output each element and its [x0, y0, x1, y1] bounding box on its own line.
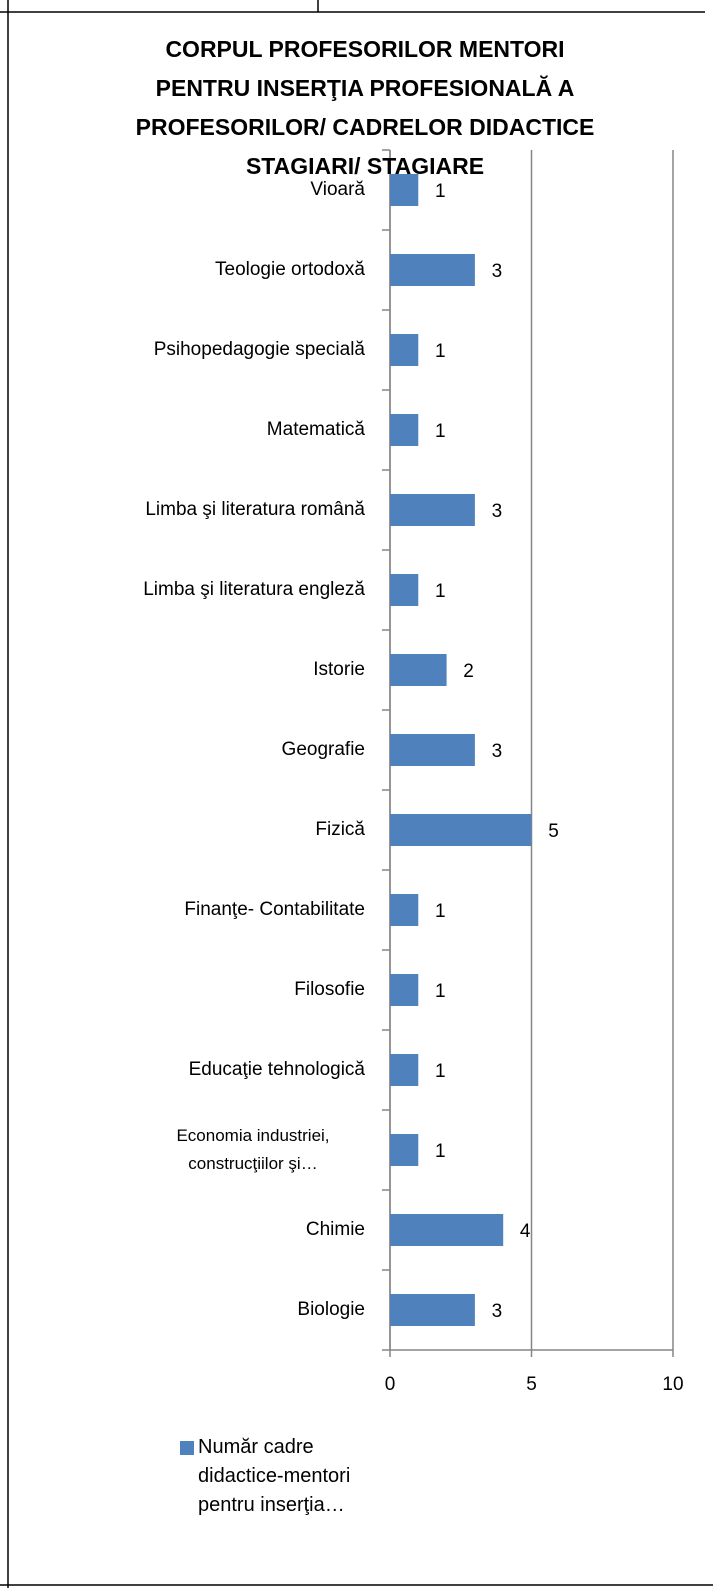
bar	[390, 814, 532, 846]
y-tick-label: Limba şi literatura engleză	[143, 579, 365, 600]
value-label: 5	[548, 821, 559, 842]
y-tick-label: Istorie	[313, 659, 365, 680]
chart-title: CORPUL PROFESORILOR MENTORI PENTRU INSER…	[135, 36, 595, 179]
bar	[390, 654, 447, 686]
bar	[390, 974, 419, 1006]
y-tick-label: Geografie	[281, 739, 365, 760]
value-label: 1	[435, 421, 446, 442]
value-label: 3	[492, 501, 503, 522]
y-tick-label: Psihopedagogie specială	[153, 339, 365, 360]
x-tick-label: 0	[385, 1374, 396, 1395]
y-tick-label: Educaţie tehnologică	[188, 1059, 365, 1080]
bar	[390, 1134, 419, 1166]
value-label: 1	[435, 1141, 446, 1162]
value-label: 1	[435, 1061, 446, 1082]
value-label: 1	[435, 341, 446, 362]
bar	[390, 174, 419, 206]
y-tick-label: Biologie	[297, 1299, 365, 1320]
bar	[390, 1054, 419, 1086]
bar	[390, 1214, 504, 1246]
y-tick-label: Teologie ortodoxă	[215, 259, 365, 280]
y-tick-label: Filosofie	[294, 979, 365, 1000]
y-tick-label: Vioară	[310, 179, 365, 200]
bar	[390, 334, 419, 366]
x-tick-label: 5	[526, 1374, 537, 1395]
y-tick-label: Finanţe- Contabilitate	[184, 899, 365, 920]
legend-label: Număr cadre didactice-mentori pentru ins…	[198, 1436, 351, 1516]
value-label: 1	[435, 901, 446, 922]
bar	[390, 414, 419, 446]
value-label: 2	[463, 661, 474, 682]
bar	[390, 894, 419, 926]
value-label: 1	[435, 981, 446, 1002]
y-tick-label: Matematică	[266, 419, 365, 440]
value-label: 4	[520, 1221, 531, 1242]
bar	[390, 574, 419, 606]
y-tick-label: Limba şi literatura română	[145, 499, 365, 520]
value-label: 1	[435, 181, 446, 202]
value-label: 3	[492, 261, 503, 282]
y-tick-label: Fizică	[315, 819, 365, 840]
y-tick-label: Chimie	[305, 1219, 365, 1240]
bar	[390, 1294, 475, 1326]
legend-swatch	[180, 1441, 194, 1455]
x-tick-label: 10	[662, 1374, 683, 1395]
value-label: 1	[435, 581, 446, 602]
bar	[390, 734, 475, 766]
bar	[390, 254, 475, 286]
value-label: 3	[492, 1301, 503, 1322]
y-tick-label: Economia industriei, construcţiilor şi…	[176, 1126, 330, 1173]
value-label: 3	[492, 741, 503, 762]
bar	[390, 494, 475, 526]
